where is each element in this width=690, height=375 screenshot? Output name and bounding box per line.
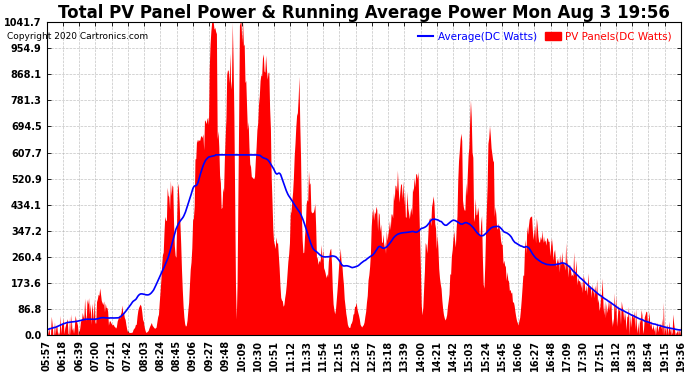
Legend: Average(DC Watts), PV Panels(DC Watts): Average(DC Watts), PV Panels(DC Watts): [413, 27, 676, 46]
Title: Total PV Panel Power & Running Average Power Mon Aug 3 19:56: Total PV Panel Power & Running Average P…: [58, 4, 669, 22]
Text: Copyright 2020 Cartronics.com: Copyright 2020 Cartronics.com: [7, 32, 148, 41]
